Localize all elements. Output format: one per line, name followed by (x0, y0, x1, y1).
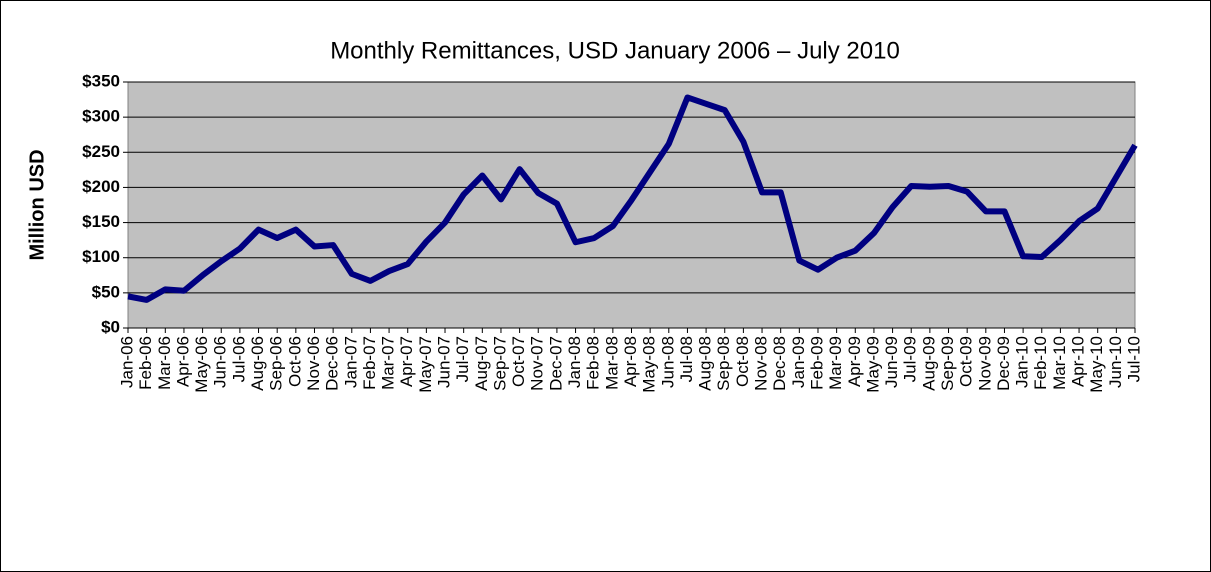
x-tick-label: Sep-09 (938, 336, 957, 391)
x-tick-label: Jul-10 (1124, 336, 1143, 382)
x-tick-label: Jan-09 (789, 336, 808, 388)
y-tick-label: $250 (82, 142, 120, 161)
x-tick-label: Oct-08 (733, 336, 752, 387)
x-tick-label: May-08 (640, 336, 659, 393)
x-tick-label: Feb-07 (360, 336, 379, 390)
x-tick-label: Jul-08 (677, 336, 696, 382)
x-tick-label: Feb-10 (1031, 336, 1050, 390)
x-tick-label: Apr-10 (1069, 336, 1088, 387)
x-tick-label: Jul-09 (901, 336, 920, 382)
x-tick-label: Jan-07 (341, 336, 360, 388)
data-line (127, 94, 1138, 303)
x-tick-label: Jun-06 (211, 336, 230, 388)
x-tick-label: Jun-09 (882, 336, 901, 388)
x-tick-label: Dec-09 (994, 336, 1013, 391)
x-tick-label: Nov-08 (752, 336, 771, 391)
x-tick-label: Feb-08 (584, 336, 603, 390)
x-tick-label: Jun-07 (435, 336, 454, 388)
x-tick-label: Nov-09 (975, 336, 994, 391)
y-tick-label: $350 (82, 71, 120, 90)
x-tick-label: May-09 (863, 336, 882, 393)
x-tick-label: Nov-06 (304, 336, 323, 391)
x-tick-label: Aug-08 (696, 336, 715, 391)
x-tick-label: Apr-07 (397, 336, 416, 387)
y-tick-label: $100 (82, 247, 120, 266)
x-tick-label: Dec-06 (323, 336, 342, 391)
x-tick-label: Mar-07 (379, 336, 398, 390)
x-tick-label: Oct-09 (957, 336, 976, 387)
y-tick-label: $300 (82, 107, 120, 126)
x-tick-label: Mar-08 (602, 336, 621, 390)
x-tick-label: Jul-06 (229, 336, 248, 382)
x-tick-label: Mar-10 (1050, 336, 1069, 390)
y-tick-label: $200 (82, 177, 120, 196)
x-tick-label: Sep-07 (490, 336, 509, 391)
x-tick-label: Aug-07 (472, 336, 491, 391)
x-tick-label: Jun-08 (658, 336, 677, 388)
y-tick-label: $0 (101, 317, 120, 336)
x-tick-label: Oct-06 (285, 336, 304, 387)
x-tick-label: Jul-07 (453, 336, 472, 382)
x-tick-label: Jan-10 (1013, 336, 1032, 388)
y-tick-label: $150 (82, 212, 120, 231)
y-axis-label: Million USD (26, 149, 48, 260)
x-tick-label: Dec-07 (546, 336, 565, 391)
x-tick-label: Feb-06 (136, 336, 155, 390)
x-tick-label: Jan-08 (565, 336, 584, 388)
x-tick-label: May-10 (1087, 336, 1106, 393)
x-tick-label: Apr-08 (621, 336, 640, 387)
x-tick-label: Jan-06 (117, 336, 136, 388)
x-tick-label: May-06 (192, 336, 211, 393)
x-tick-label: Apr-06 (173, 336, 192, 387)
x-tick-label: May-07 (416, 336, 435, 393)
x-tick-label: Dec-08 (770, 336, 789, 391)
x-tick-label: Jun-10 (1106, 336, 1125, 388)
x-tick-label: Nov-07 (528, 336, 547, 391)
x-tick-label: Mar-06 (155, 336, 174, 390)
y-tick-label: $50 (92, 282, 120, 301)
x-tick-label: Sep-08 (714, 336, 733, 391)
x-tick-label: Feb-09 (807, 336, 826, 390)
x-tick-label: Apr-09 (845, 336, 864, 387)
x-tick-label: Aug-06 (248, 336, 267, 391)
chart-title: Monthly Remittances, USD January 2006 – … (330, 37, 900, 64)
x-tick-label: Oct-07 (509, 336, 528, 387)
x-tick-label: Mar-09 (826, 336, 845, 390)
x-tick-label: Aug-09 (919, 336, 938, 391)
x-tick-label: Sep-06 (267, 336, 286, 391)
